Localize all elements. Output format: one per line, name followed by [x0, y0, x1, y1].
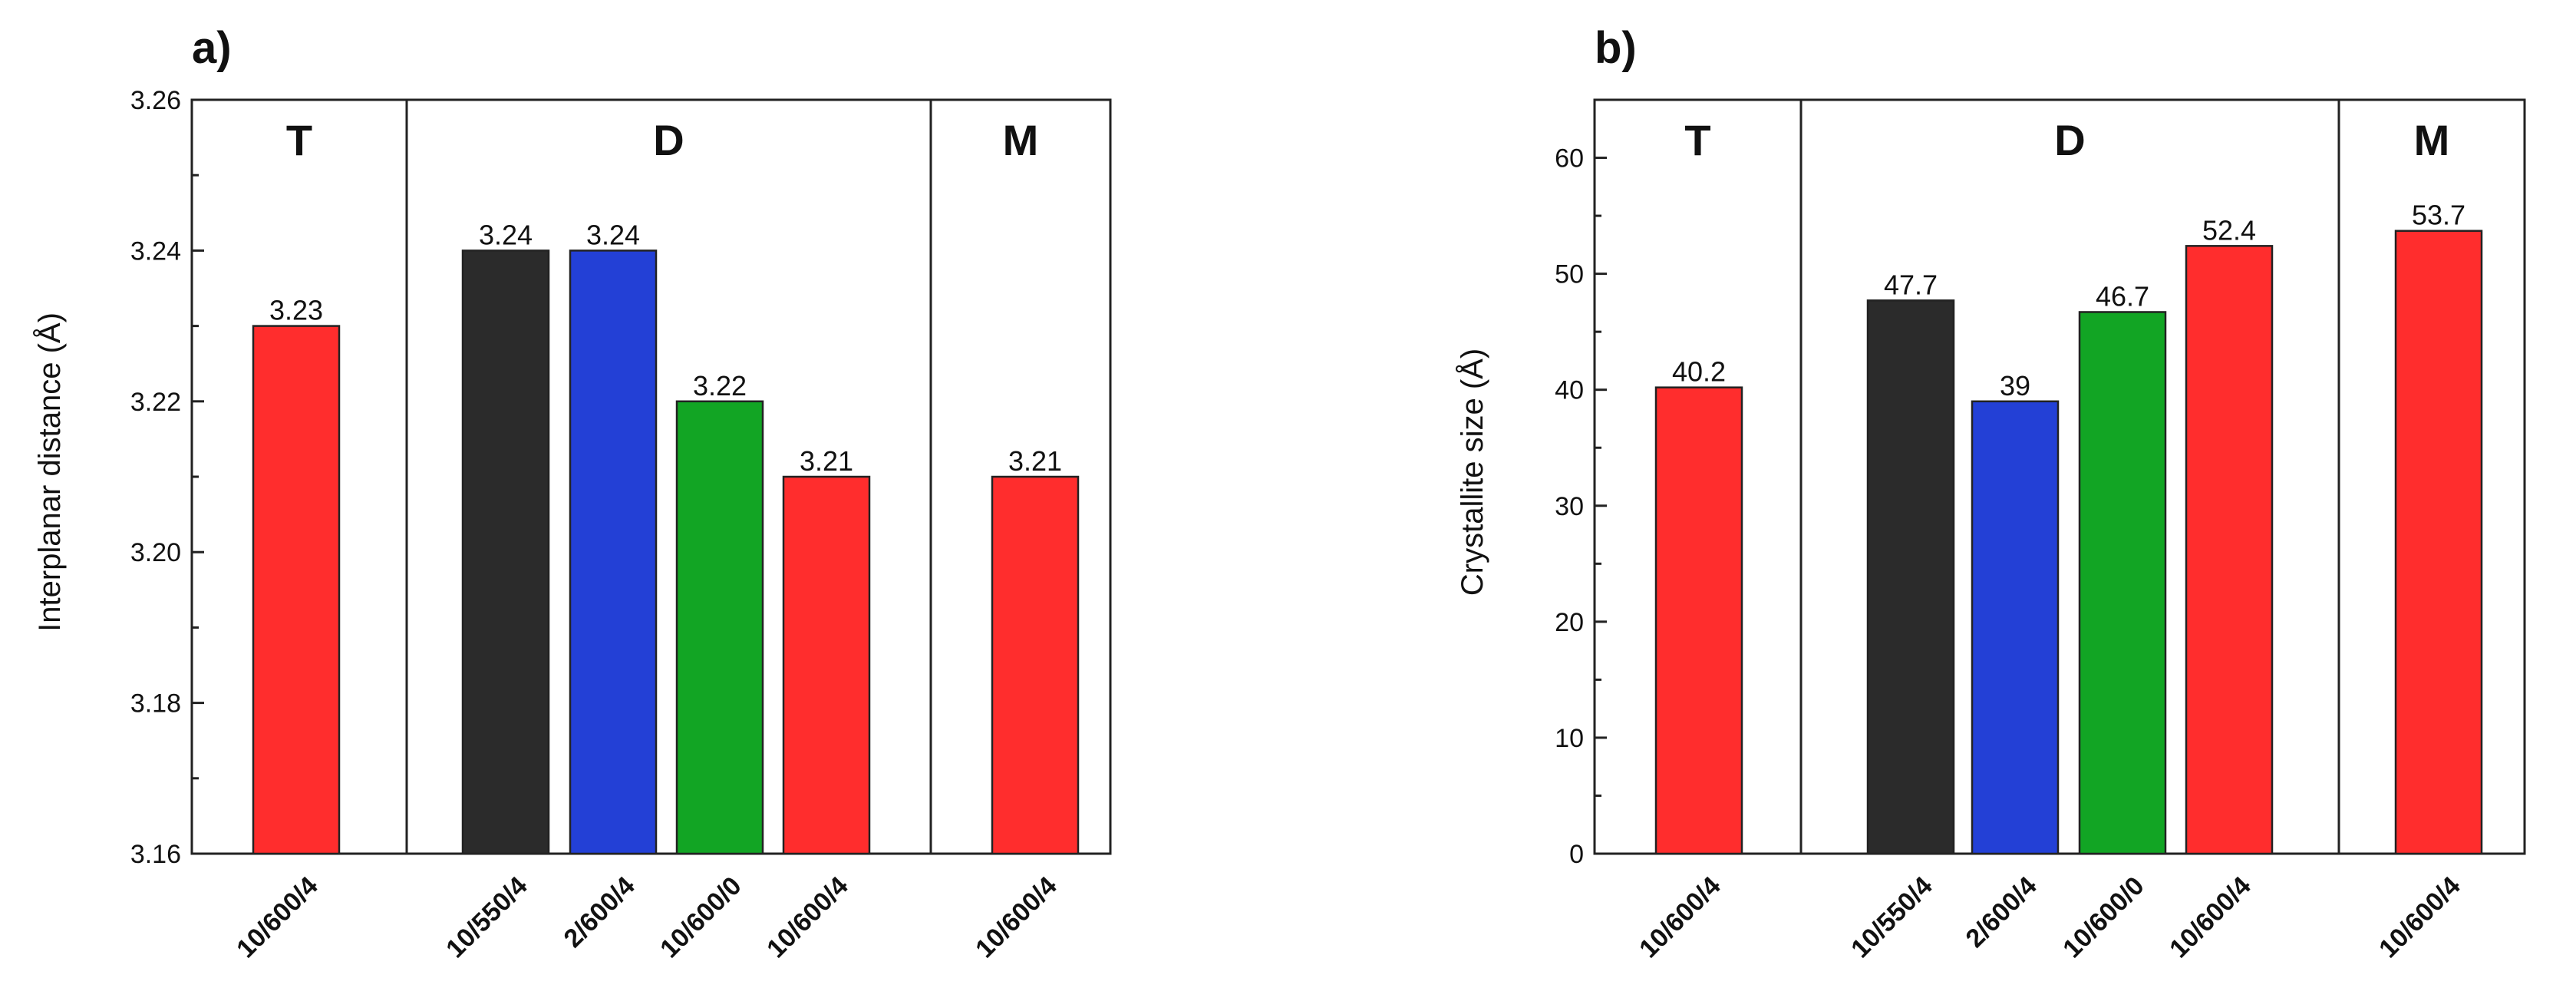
panel-a-bar [461, 250, 550, 855]
panel-a-category-label: 10/600/4 [761, 871, 854, 964]
panel-b-y-tick-label: 20 [1555, 608, 1584, 637]
panel-b-category-label: 10/600/0 [2057, 871, 2149, 963]
panel-a-category-label: 2/600/4 [559, 871, 641, 953]
panel-b-value-label: 39 [2000, 370, 2030, 402]
panel-b-bar [2185, 245, 2274, 855]
panel-b-value-label: 52.4 [2202, 214, 2256, 246]
panel-b-y-tick-label: 10 [1555, 724, 1584, 753]
panel-b-value-label: 53.7 [2412, 200, 2466, 231]
panel-a-y-tick-label: 3.20 [130, 538, 181, 567]
panel-a-category-label: 10/600/4 [231, 871, 324, 964]
panel-a-category-label: 10/600/0 [655, 871, 747, 963]
panel-b-chart: b) Crystallite size (Å) 0 10 20 30 40 50 60 T 40… [1455, 23, 2526, 964]
panel-a-value-label: 3.23 [269, 295, 323, 326]
panel-a-value-label: 3.22 [693, 370, 747, 402]
panel-b-group-label-t: T [1684, 116, 1710, 164]
panel-b-label: b) [1595, 23, 1637, 73]
panel-a-bar [675, 400, 764, 855]
panel-b-value-label: 46.7 [2096, 280, 2149, 312]
panel-b-category-label: 2/600/4 [1961, 871, 2043, 953]
panel-b-bar [1971, 400, 2060, 855]
panel-b-bar [1866, 299, 1955, 855]
panel-a-value-label: 3.21 [1008, 445, 1062, 477]
panel-a-value-label: 3.21 [800, 445, 853, 477]
panel-b-category-label: 10/600/4 [2164, 871, 2257, 964]
panel-b-y-tick-label: 50 [1555, 260, 1584, 289]
panel-b-y-tick-label: 60 [1555, 144, 1584, 173]
panel-a-value-label: 3.24 [586, 219, 640, 250]
panel-a-bar [782, 475, 871, 855]
panel-b-group-label-d: D [2054, 116, 2085, 164]
panel-b-category-label: 10/550/4 [1845, 871, 1938, 964]
panel-a-group-label-d: D [653, 116, 684, 164]
panel-b-value-label: 47.7 [1884, 269, 1938, 300]
panel-b-bar [2394, 230, 2483, 855]
panel-a-y-tick-label: 3.24 [130, 236, 181, 266]
panel-a-value-label: 3.24 [479, 219, 533, 250]
panel-a-y-tick-label: 3.26 [130, 86, 181, 115]
panel-a-y-axis-label: Interplanar distance (Å) [32, 312, 67, 632]
panel-a-chart: a) Interplanar distance (Å) 3.16 3.18 3.20… [32, 23, 1112, 964]
panel-a-y-tick-label: 3.16 [130, 840, 181, 869]
panel-a-y-tick-label: 3.22 [130, 388, 181, 417]
panel-a-bar [252, 325, 341, 855]
panel-b-y-tick-label: 30 [1555, 492, 1584, 521]
panel-b-y-tick-label: 40 [1555, 376, 1584, 405]
panel-b-plot-frame [1593, 98, 2526, 855]
panel-a-group-label-m: M [1003, 116, 1039, 164]
panel-a-group-label-t: T [286, 116, 312, 164]
panel-a-category-label: 10/550/4 [440, 871, 533, 964]
panel-b-y-axis-label: Crystallite size (Å) [1455, 349, 1489, 596]
panel-a-category-label: 10/600/4 [970, 871, 1063, 964]
panel-b-y-tick-label: 0 [1569, 840, 1584, 869]
panel-a-label: a) [192, 23, 232, 73]
panel-a-bar [991, 475, 1080, 855]
panel-b-bar [1654, 386, 1743, 855]
panel-b-value-label: 40.2 [1672, 356, 1726, 388]
panel-b-category-label: 10/600/4 [1634, 871, 1727, 964]
panel-a-y-tick-label: 3.18 [130, 689, 181, 719]
panel-b-category-label: 10/600/4 [2373, 871, 2466, 964]
panel-b-bar [2078, 311, 2167, 855]
panel-a-bar [569, 250, 658, 855]
panel-b-group-label-m: M [2414, 116, 2450, 164]
